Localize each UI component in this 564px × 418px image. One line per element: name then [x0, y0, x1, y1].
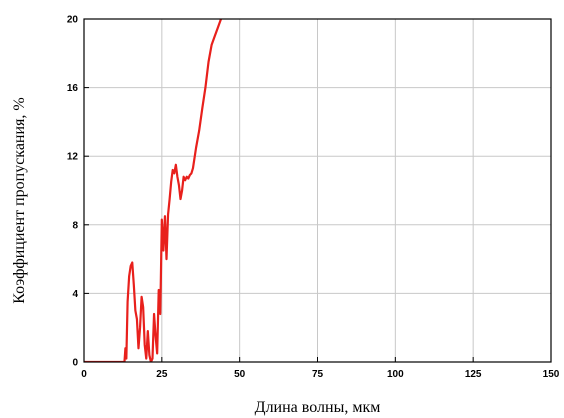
grid [84, 19, 551, 362]
tick-labels: 0 25 50 75 100 125 150 0 4 8 12 16 20 [67, 15, 560, 381]
y-tick-label: 4 [72, 289, 78, 300]
y-axis-title: Коэффициент пропускания, % [11, 97, 28, 304]
x-tick-label: 25 [156, 369, 168, 380]
ticks [83, 18, 552, 363]
x-tick-label: 150 [543, 369, 560, 380]
x-tick-label: 125 [465, 369, 482, 380]
y-tick-label: 16 [67, 83, 79, 94]
y-tick-label: 8 [72, 220, 78, 231]
x-tick-label: 100 [387, 369, 404, 380]
y-tick-label: 20 [67, 15, 79, 26]
y-tick-label: 12 [67, 152, 79, 163]
series-group [84, 19, 223, 362]
x-tick-label: 0 [81, 369, 87, 380]
x-tick-label: 75 [312, 369, 324, 380]
x-axis-title: Длина волны, мкм [255, 399, 381, 416]
series-line [84, 19, 223, 362]
x-tick-label: 50 [234, 369, 246, 380]
y-tick-label: 0 [72, 358, 78, 369]
